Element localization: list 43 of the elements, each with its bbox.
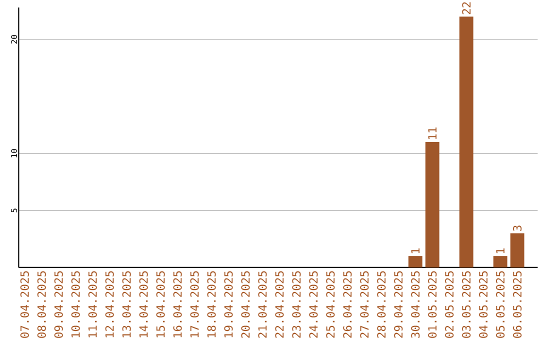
- x-tick-label: 27.04.2025: [360, 271, 369, 338]
- x-tick-label: 22.04.2025: [275, 271, 284, 338]
- bar: [493, 256, 508, 268]
- x-tick-label: 17.04.2025: [190, 271, 199, 338]
- x-tick-label: 02.05.2025: [445, 271, 454, 338]
- y-tick-label: 20: [11, 34, 18, 44]
- x-tick-label: 06.05.2025: [513, 271, 522, 338]
- x-tick-label: 04.05.2025: [479, 271, 488, 338]
- x-tick-label: 20.04.2025: [241, 271, 250, 338]
- x-tick-label: 07.04.2025: [20, 271, 29, 338]
- x-tick-label: 09.04.2025: [54, 271, 63, 338]
- x-tick-label: 05.05.2025: [496, 271, 505, 338]
- y-tick-label: 5: [11, 208, 18, 212]
- x-tick-label: 30.04.2025: [411, 271, 420, 338]
- data-label: 1: [411, 248, 420, 253]
- bar: [408, 256, 422, 268]
- data-label: 3: [513, 226, 522, 231]
- x-tick-label: 14.04.2025: [139, 271, 148, 338]
- x-tick-label: 03.05.2025: [462, 271, 471, 338]
- data-label: 1: [496, 248, 504, 253]
- x-tick-label: 16.04.2025: [173, 271, 182, 338]
- data-label: 22: [462, 2, 471, 14]
- x-tick-label: 11.04.2025: [88, 271, 97, 338]
- x-tick-label: 25.04.2025: [326, 271, 335, 338]
- data-label: 11: [428, 127, 436, 139]
- x-tick-label: 24.04.2025: [309, 271, 318, 338]
- x-tick-label: 26.04.2025: [343, 271, 352, 338]
- x-tick-label: 13.04.2025: [122, 271, 131, 338]
- bar: [425, 142, 440, 268]
- x-tick-label: 28.04.2025: [377, 271, 386, 338]
- x-tick-label: 29.04.2025: [394, 271, 403, 338]
- bar: [459, 16, 474, 268]
- x-tick-label: 01.05.2025: [428, 271, 437, 338]
- bar: [510, 233, 524, 268]
- x-tick-label: 08.04.2025: [37, 271, 46, 338]
- x-tick-label: 10.04.2025: [71, 271, 80, 338]
- x-tick-label: 12.04.2025: [105, 271, 114, 338]
- x-tick-label: 23.04.2025: [292, 271, 301, 338]
- y-tick-label: 10: [11, 148, 18, 158]
- x-tick-label: 15.04.2025: [156, 271, 165, 338]
- x-tick-label: 19.04.2025: [224, 271, 233, 338]
- x-tick-label: 18.04.2025: [207, 271, 216, 338]
- x-tick-label: 21.04.2025: [258, 271, 267, 338]
